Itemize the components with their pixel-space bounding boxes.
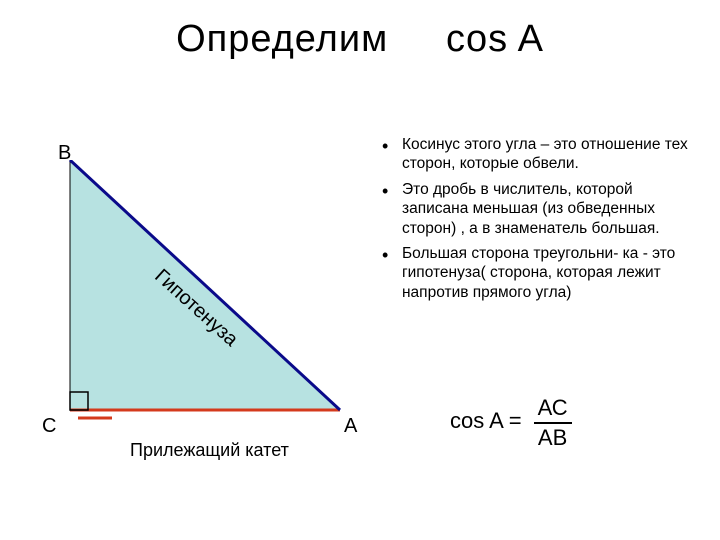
bullet-list: Косинус этого угла – это отношение тех с…	[378, 135, 698, 308]
triangle-diagram: В С А Гипотенуза Прилежащий катет	[60, 160, 360, 440]
bullet-item: Косинус этого угла – это отношение тех с…	[378, 135, 698, 174]
cosine-formula: cos A = АС АВ	[450, 394, 572, 448]
bullet-item: Большая сторона треугольни- ка - это гип…	[378, 244, 698, 302]
bullet-item: Это дробь в числитель, которой записана …	[378, 180, 698, 238]
adjacent-label: Прилежащий катет	[130, 440, 289, 461]
vertex-a-label: А	[344, 415, 357, 438]
formula-lhs: cos A =	[450, 408, 522, 434]
formula-numerator: АС	[534, 396, 572, 422]
vertex-c-label: С	[42, 415, 56, 438]
vertex-b-label: В	[58, 142, 71, 165]
formula-denominator: АВ	[534, 424, 571, 450]
triangle-svg	[60, 160, 360, 430]
page-title: Определим cos A	[0, 18, 720, 61]
formula-fraction: АС АВ	[534, 396, 572, 450]
